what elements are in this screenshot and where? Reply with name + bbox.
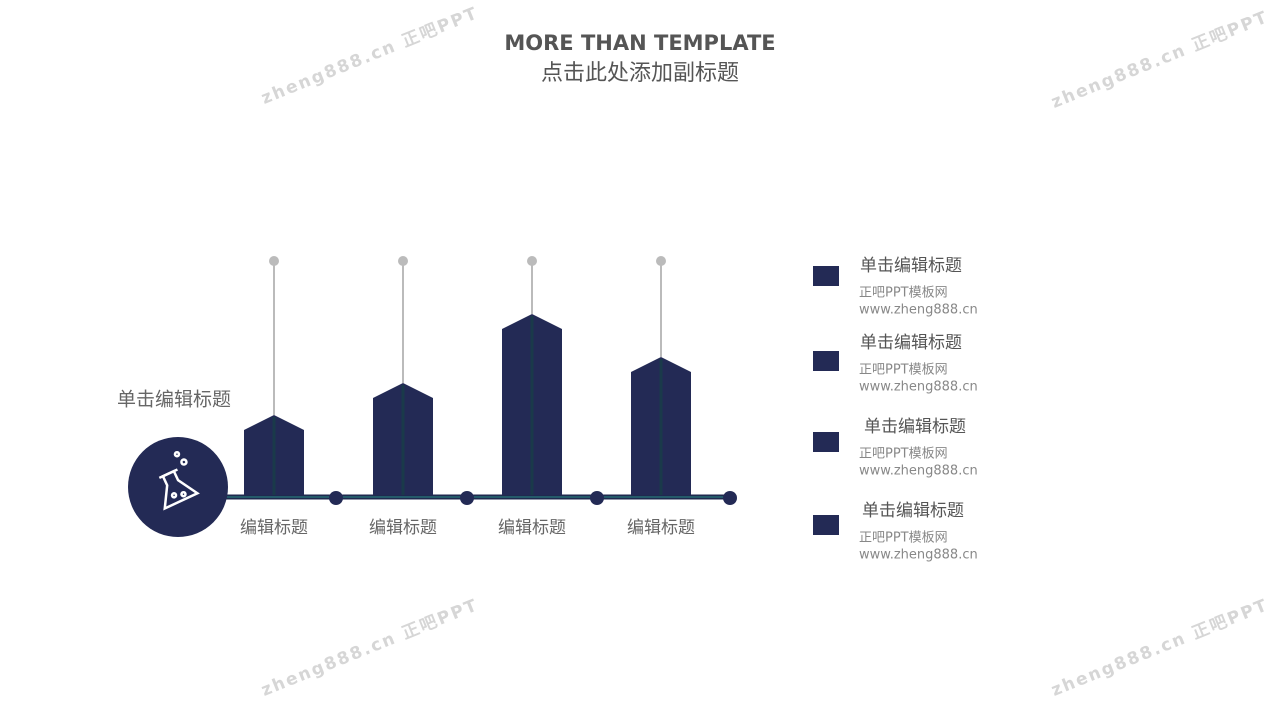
category-label: 编辑标题	[369, 518, 437, 538]
watermark: zheng888.cn 正吧PPT	[259, 3, 482, 109]
pin-dot	[269, 256, 279, 266]
legend-marker	[813, 266, 839, 286]
title: MORE THAN TEMPLATE	[504, 31, 775, 55]
legend-line: www.zheng888.cn	[859, 548, 978, 563]
chart-label: 单击编辑标题	[117, 389, 231, 411]
legend-title: 单击编辑标题	[860, 256, 962, 276]
legend-marker	[813, 351, 839, 371]
dot	[329, 491, 343, 505]
flask-icon	[158, 450, 200, 511]
legend-line: 正吧PPT模板网	[859, 363, 948, 378]
legend-line: 正吧PPT模板网	[859, 286, 948, 301]
pin-dot	[656, 256, 666, 266]
icon-circle	[128, 437, 228, 537]
watermark: zheng888.cn 正吧PPT	[1049, 7, 1272, 113]
watermark: zheng888.cn 正吧PPT	[1049, 595, 1272, 701]
legend-title: 单击编辑标题	[864, 417, 966, 437]
category-label: 编辑标题	[498, 518, 566, 538]
category-label: 编辑标题	[627, 518, 695, 538]
legend-title: 单击编辑标题	[862, 501, 964, 521]
legend-marker	[813, 515, 839, 535]
legend-line: 正吧PPT模板网	[859, 531, 948, 546]
legend-line: www.zheng888.cn	[859, 303, 978, 318]
dot	[723, 491, 737, 505]
pin-dot	[398, 256, 408, 266]
category-label: 编辑标题	[240, 518, 308, 538]
legend-line: www.zheng888.cn	[859, 380, 978, 395]
dot	[460, 491, 474, 505]
dot	[590, 491, 604, 505]
watermark: zheng888.cn 正吧PPT	[259, 595, 482, 701]
legend-line: 正吧PPT模板网	[859, 447, 948, 462]
subtitle: 点击此处添加副标题	[541, 61, 739, 86]
legend-line: www.zheng888.cn	[859, 464, 978, 479]
legend-marker	[813, 432, 839, 452]
legend-title: 单击编辑标题	[860, 333, 962, 353]
pin-dot	[527, 256, 537, 266]
